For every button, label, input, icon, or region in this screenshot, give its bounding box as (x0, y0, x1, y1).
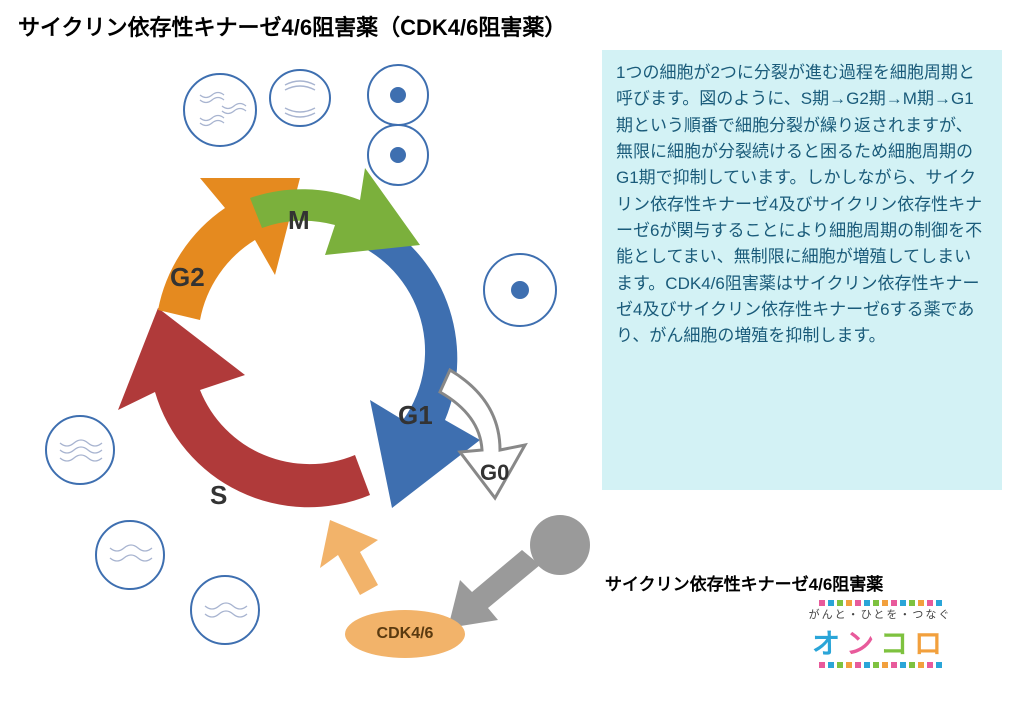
arrow-g1 (340, 215, 480, 508)
label-s: S (210, 480, 227, 511)
cell-g1 (484, 254, 556, 326)
arrow-cdk-to-cycle (320, 520, 378, 595)
label-g1: G1 (398, 400, 433, 431)
inhibitor-label: サイクリン依存性キナーゼ4/6阻害薬 (605, 570, 883, 595)
label-g0: G0 (480, 460, 509, 486)
cells-two-divided (368, 65, 428, 185)
logo-tagline: がんと・ひとを・つなぐ (770, 606, 990, 622)
arrow-inhibitor (448, 550, 540, 628)
inhibitor-circle (530, 515, 590, 575)
brand-logo: がんと・ひとを・つなぐ オンコロ (770, 600, 990, 668)
logo-dots-bottom (770, 662, 990, 668)
cell-g2 (184, 74, 256, 146)
logo-main: オンコロ (770, 622, 990, 662)
cell-dividing (270, 70, 330, 126)
cdk-oval: CDK4/6 (345, 610, 465, 658)
label-g2: G2 (170, 262, 205, 293)
label-m: M (288, 205, 310, 236)
cell-cycle-diagram (0, 0, 1024, 701)
arrow-s (118, 308, 370, 507)
